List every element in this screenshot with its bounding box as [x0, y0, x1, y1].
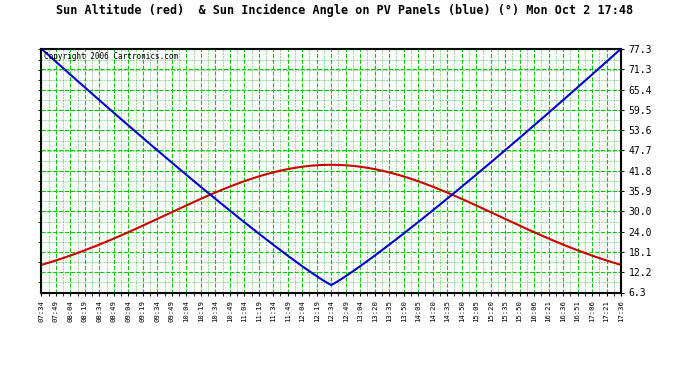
Text: Copyright 2006 Cartronics.com: Copyright 2006 Cartronics.com — [44, 53, 179, 62]
Text: Sun Altitude (red)  & Sun Incidence Angle on PV Panels (blue) (°) Mon Oct 2 17:4: Sun Altitude (red) & Sun Incidence Angle… — [57, 4, 633, 17]
